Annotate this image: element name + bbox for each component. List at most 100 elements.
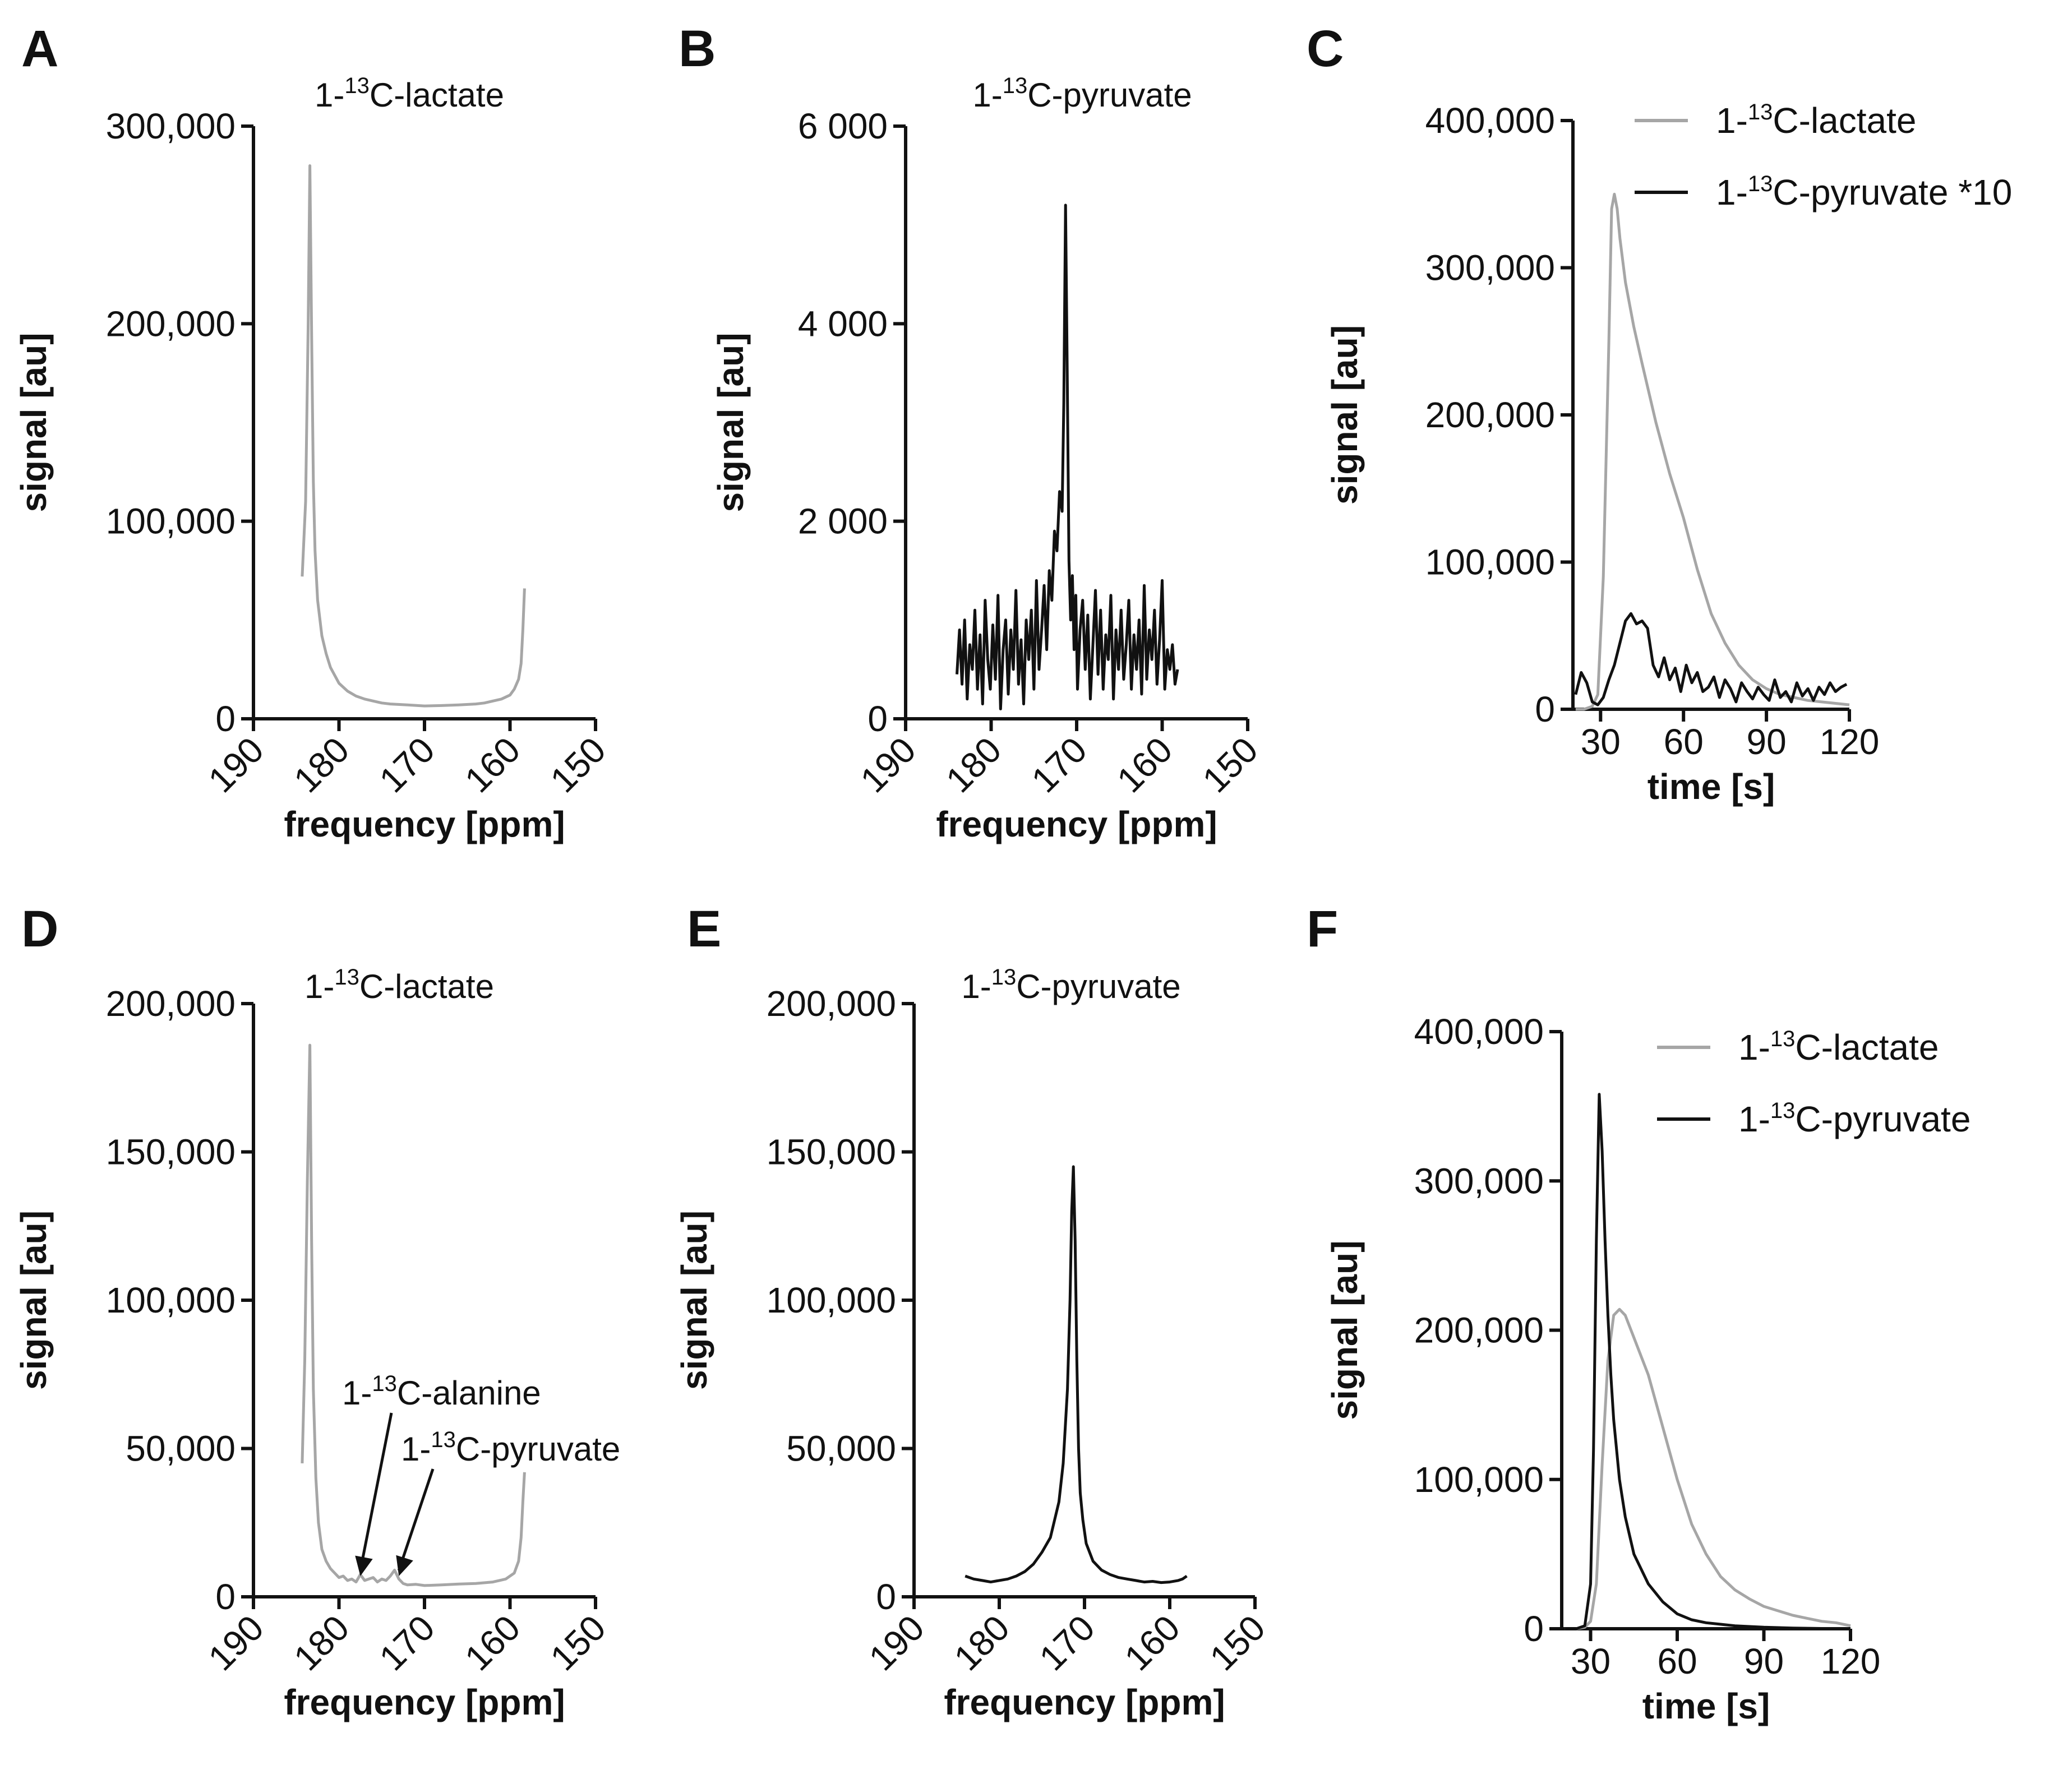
legend-label-post: C-pyruvate xyxy=(1795,1099,1971,1139)
panel-letter: D xyxy=(21,900,58,958)
y-tick-label: 100,000 xyxy=(1425,542,1555,583)
legend-label: 1-13C-lactate xyxy=(1738,1027,1939,1068)
x-tick-label: 170 xyxy=(1023,729,1094,800)
annotation-label: 1-13C-alanine xyxy=(342,1371,541,1412)
panel-letter: E xyxy=(687,900,721,958)
y-axis-label: signal [au] xyxy=(13,332,54,512)
y-tick-label: 400,000 xyxy=(1425,100,1555,141)
panel-letter: C xyxy=(1307,20,1344,77)
y-tick-label: 300,000 xyxy=(1425,248,1555,288)
y-tick-label: 200,000 xyxy=(1414,1310,1544,1351)
series-line-pyruvate xyxy=(1565,1093,1851,1630)
legend-label-pre: 1- xyxy=(1738,1027,1770,1068)
x-tick-label: 180 xyxy=(946,1607,1017,1678)
legend-label-pre: 1- xyxy=(1738,1099,1770,1139)
series-line-lactate xyxy=(1565,1307,1851,1630)
legend-label-sup: 13 xyxy=(1770,1027,1796,1051)
y-axis-label: signal [au] xyxy=(674,1210,714,1390)
x-axis-label: frequency [ppm] xyxy=(944,1682,1225,1722)
x-tick-label: 190 xyxy=(200,729,271,800)
y-axis-label: signal [au] xyxy=(710,332,751,512)
y-tick-label: 400,000 xyxy=(1414,1011,1544,1052)
y-tick-label: 200,000 xyxy=(1425,395,1555,435)
annotation-label-pre: 1- xyxy=(401,1430,431,1468)
x-axis-label: frequency [ppm] xyxy=(936,804,1217,844)
annotation-label-pre: 1- xyxy=(342,1374,372,1412)
y-tick-label: 100,000 xyxy=(106,501,236,542)
x-tick-label: 120 xyxy=(1821,1641,1881,1681)
legend-label: 1-13C-pyruvate xyxy=(1738,1098,1971,1139)
chart-title-post: C-lactate xyxy=(370,76,504,114)
annotation-label-post: C-alanine xyxy=(397,1374,541,1412)
y-tick-label: 2 000 xyxy=(798,501,888,542)
annotation-arrow xyxy=(397,1468,435,1571)
chart-title-sup: 13 xyxy=(991,965,1017,990)
series-line-pyruvate xyxy=(956,204,1179,710)
y-tick-label: 50,000 xyxy=(126,1429,236,1469)
annotation-arrowhead xyxy=(396,1555,413,1576)
x-tick-label: 160 xyxy=(1116,1607,1187,1678)
x-tick-label: 60 xyxy=(1657,1641,1697,1681)
y-tick-label: 100,000 xyxy=(1414,1459,1544,1500)
y-tick-label: 4 000 xyxy=(798,303,888,344)
chart-title: 1-13C-pyruvate xyxy=(961,965,1180,1005)
y-tick-label: 50,000 xyxy=(786,1429,896,1469)
y-tick-label: 200,000 xyxy=(767,983,896,1024)
annotation-label-post: C-pyruvate xyxy=(456,1430,620,1468)
x-axis-label: frequency [ppm] xyxy=(284,1682,565,1722)
x-tick-label: 160 xyxy=(457,1607,528,1678)
panel-c: C 0 100,000 200,000 300,000 400,000 30 60 90 120 t… xyxy=(1307,20,2012,807)
y-tick-label: 0 xyxy=(1524,1609,1544,1649)
y-tick-label: 200,000 xyxy=(106,983,236,1024)
legend-label-sup: 13 xyxy=(1748,100,1773,124)
x-tick-label: 170 xyxy=(371,1607,442,1678)
x-tick-label: 150 xyxy=(542,729,613,800)
y-axis-label: signal [au] xyxy=(13,1210,54,1390)
y-tick-label: 150,000 xyxy=(106,1132,236,1172)
chart-title-post: C-pyruvate xyxy=(1016,968,1180,1005)
x-tick-label: 150 xyxy=(1202,1607,1272,1678)
series-line-lactate xyxy=(1575,192,1850,711)
annotation-arrow xyxy=(359,1412,393,1571)
x-axis-label: time [s] xyxy=(1648,766,1775,807)
x-tick-label: 90 xyxy=(1744,1641,1784,1681)
panel-letter: B xyxy=(679,20,716,77)
y-axis-label: signal [au] xyxy=(1325,325,1365,505)
y-tick-label: 100,000 xyxy=(106,1280,236,1320)
legend-label-sup: 13 xyxy=(1748,172,1773,196)
legend-label: 1-13C-lactate xyxy=(1716,100,1917,141)
panel-f: F 0 100,000 200,000 300,000 400,000 30 60 90 120 t… xyxy=(1307,900,1971,1726)
chart-title-pre: 1- xyxy=(304,968,334,1005)
y-tick-label: 300,000 xyxy=(1414,1161,1544,1201)
panel-e: E 1-13C-pyruvate 0 50,000 100,000 150,000 200,… xyxy=(674,900,1273,1722)
chart-title: 1-13C-pyruvate xyxy=(972,73,1192,114)
chart-title-pre: 1- xyxy=(961,968,991,1005)
x-tick-label: 120 xyxy=(1820,722,1880,762)
y-tick-label: 6 000 xyxy=(798,106,888,146)
legend-label-pre: 1- xyxy=(1716,172,1748,212)
x-tick-label: 180 xyxy=(938,729,1009,800)
y-tick-label: 0 xyxy=(867,699,888,739)
x-axis-label: time [s] xyxy=(1642,1686,1770,1726)
x-tick-label: 190 xyxy=(200,1607,271,1678)
legend-label-pre: 1- xyxy=(1716,100,1748,141)
y-tick-label: 300,000 xyxy=(106,106,236,146)
x-tick-label: 60 xyxy=(1664,722,1704,762)
y-tick-label: 0 xyxy=(215,1577,236,1617)
x-tick-label: 180 xyxy=(286,1607,357,1678)
chart-title-pre: 1- xyxy=(972,76,1002,114)
chart-title-post: C-pyruvate xyxy=(1027,76,1192,114)
x-tick-label: 30 xyxy=(1581,722,1621,762)
y-tick-label: 150,000 xyxy=(767,1132,896,1172)
chart-title: 1-13C-lactate xyxy=(304,965,494,1005)
annotation-label: 1-13C-pyruvate xyxy=(401,1427,620,1468)
x-tick-label: 30 xyxy=(1571,1641,1610,1681)
x-tick-label: 90 xyxy=(1747,722,1787,762)
legend-label-post: C-pyruvate *10 xyxy=(1773,172,2012,212)
x-tick-label: 160 xyxy=(1109,729,1180,800)
chart-title-pre: 1- xyxy=(315,76,344,114)
legend-label-post: C-lactate xyxy=(1773,100,1916,141)
annotation-label-sup: 13 xyxy=(431,1427,456,1452)
panel-b: B 1-13C-pyruvate 0 2 000 4 000 6 000 190 180 170… xyxy=(679,20,1266,844)
x-tick-label: 180 xyxy=(286,729,357,800)
